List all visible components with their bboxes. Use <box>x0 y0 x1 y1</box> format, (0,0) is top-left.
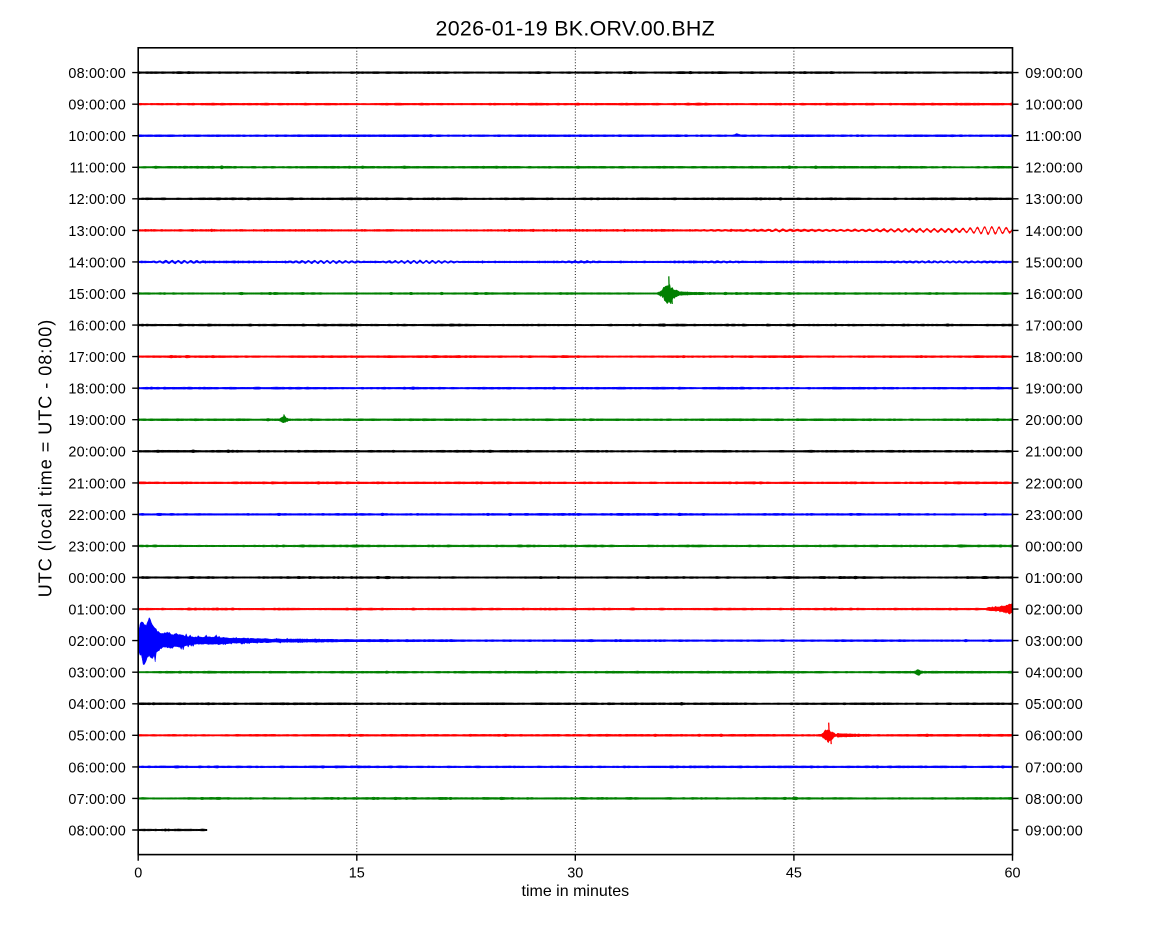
svg-text:30: 30 <box>567 865 583 881</box>
svg-text:23:00:00: 23:00:00 <box>68 539 126 555</box>
svg-text:15:00:00: 15:00:00 <box>68 287 126 303</box>
svg-text:time in minutes: time in minutes <box>522 883 630 900</box>
svg-text:45: 45 <box>786 865 802 881</box>
svg-text:04:00:00: 04:00:00 <box>1025 666 1083 682</box>
svg-text:06:00:00: 06:00:00 <box>68 760 126 776</box>
svg-text:11:00:00: 11:00:00 <box>69 161 126 177</box>
svg-text:02:00:00: 02:00:00 <box>68 634 126 650</box>
svg-text:16:00:00: 16:00:00 <box>1025 287 1083 303</box>
svg-text:05:00:00: 05:00:00 <box>68 729 126 745</box>
svg-text:11:00:00: 11:00:00 <box>1025 129 1082 145</box>
svg-text:0: 0 <box>134 865 142 881</box>
svg-text:20:00:00: 20:00:00 <box>68 445 126 461</box>
svg-text:09:00:00: 09:00:00 <box>1025 823 1083 839</box>
svg-text:06:00:00: 06:00:00 <box>1025 729 1083 745</box>
svg-text:17:00:00: 17:00:00 <box>1025 319 1083 335</box>
svg-text:15: 15 <box>349 865 365 881</box>
svg-text:21:00:00: 21:00:00 <box>1025 445 1083 461</box>
svg-text:09:00:00: 09:00:00 <box>68 98 126 114</box>
svg-text:19:00:00: 19:00:00 <box>68 413 126 429</box>
svg-text:13:00:00: 13:00:00 <box>1025 192 1083 208</box>
svg-text:07:00:00: 07:00:00 <box>1025 760 1083 776</box>
svg-text:60: 60 <box>1004 865 1020 881</box>
svg-text:03:00:00: 03:00:00 <box>1025 634 1083 650</box>
svg-text:15:00:00: 15:00:00 <box>1025 255 1083 271</box>
svg-text:12:00:00: 12:00:00 <box>68 192 126 208</box>
svg-text:01:00:00: 01:00:00 <box>1025 571 1083 587</box>
svg-text:17:00:00: 17:00:00 <box>68 350 126 366</box>
svg-text:07:00:00: 07:00:00 <box>68 792 126 808</box>
svg-text:00:00:00: 00:00:00 <box>68 571 126 587</box>
svg-text:14:00:00: 14:00:00 <box>68 255 126 271</box>
svg-text:22:00:00: 22:00:00 <box>1025 476 1083 492</box>
svg-text:00:00:00: 00:00:00 <box>1025 539 1083 555</box>
svg-text:22:00:00: 22:00:00 <box>68 508 126 524</box>
svg-text:10:00:00: 10:00:00 <box>68 129 126 145</box>
svg-text:18:00:00: 18:00:00 <box>68 382 126 398</box>
svg-text:18:00:00: 18:00:00 <box>1025 350 1083 366</box>
svg-text:21:00:00: 21:00:00 <box>68 476 126 492</box>
svg-text:23:00:00: 23:00:00 <box>1025 508 1083 524</box>
svg-text:08:00:00: 08:00:00 <box>68 823 126 839</box>
svg-text:08:00:00: 08:00:00 <box>1025 792 1083 808</box>
svg-text:19:00:00: 19:00:00 <box>1025 382 1083 398</box>
svg-text:10:00:00: 10:00:00 <box>1025 98 1083 114</box>
svg-text:UTC (local time = UTC - 08:00): UTC (local time = UTC - 08:00) <box>36 319 56 598</box>
svg-text:02:00:00: 02:00:00 <box>1025 603 1083 619</box>
svg-text:01:00:00: 01:00:00 <box>68 603 126 619</box>
svg-text:14:00:00: 14:00:00 <box>1025 224 1083 240</box>
svg-text:20:00:00: 20:00:00 <box>1025 413 1083 429</box>
svg-text:13:00:00: 13:00:00 <box>68 224 126 240</box>
svg-text:16:00:00: 16:00:00 <box>68 319 126 335</box>
svg-text:2026-01-19 BK.ORV.00.BHZ: 2026-01-19 BK.ORV.00.BHZ <box>436 17 716 41</box>
svg-text:04:00:00: 04:00:00 <box>68 697 126 713</box>
svg-text:09:00:00: 09:00:00 <box>1025 66 1083 82</box>
svg-text:12:00:00: 12:00:00 <box>1025 161 1083 177</box>
svg-text:03:00:00: 03:00:00 <box>68 666 126 682</box>
svg-text:05:00:00: 05:00:00 <box>1025 697 1083 713</box>
svg-text:08:00:00: 08:00:00 <box>68 66 126 82</box>
